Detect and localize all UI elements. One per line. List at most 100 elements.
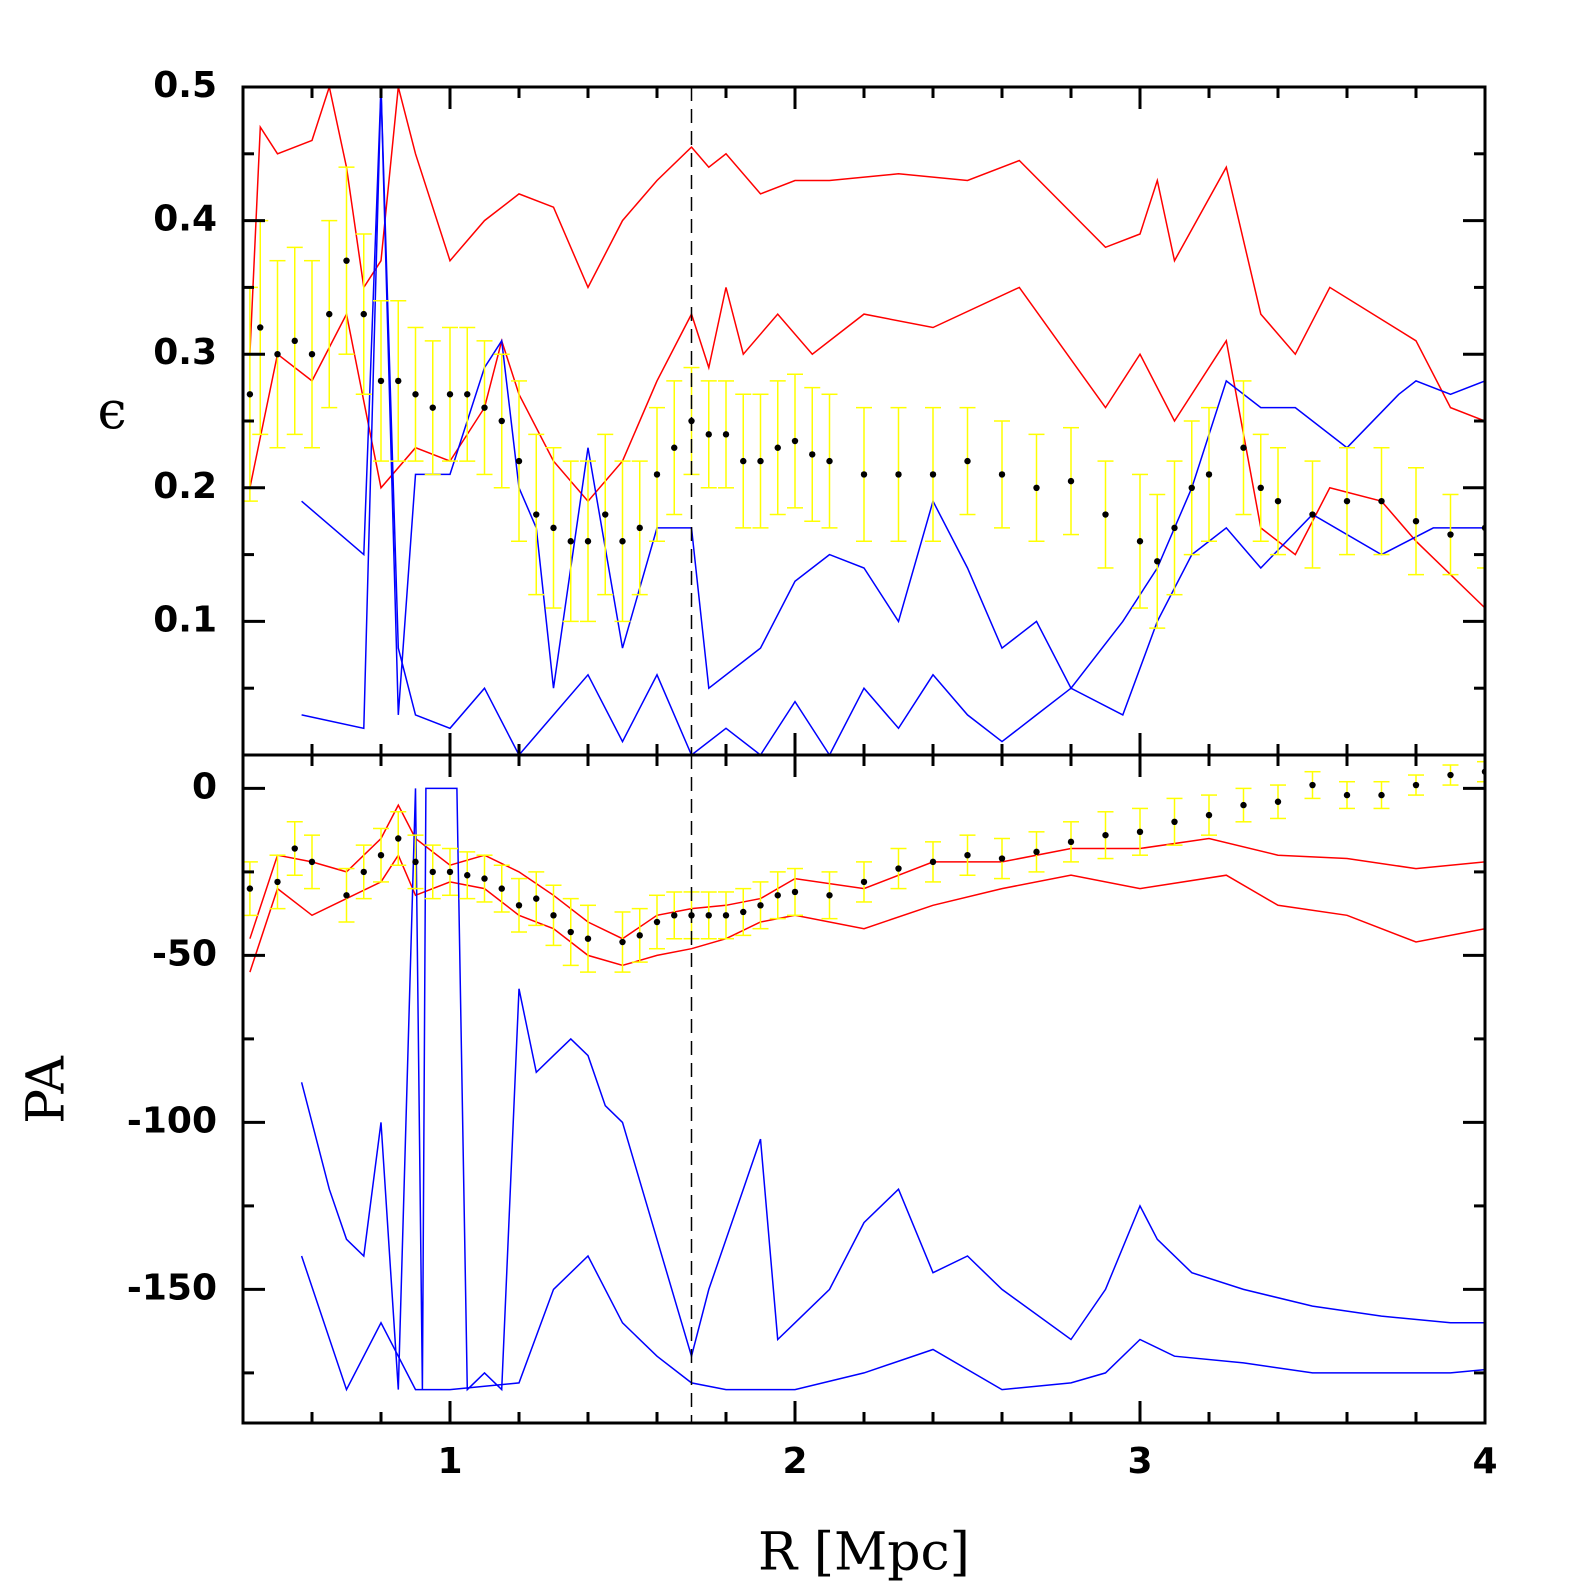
data-point: [412, 391, 419, 398]
data-point: [740, 457, 747, 465]
data-point: [671, 444, 678, 451]
data-point: [308, 858, 316, 866]
data-point: [757, 457, 764, 465]
data-point: [757, 902, 764, 909]
data-point: [246, 885, 254, 892]
profile-line: [301, 87, 1485, 755]
data-point: [1240, 444, 1247, 451]
y-tick-label: 0.1: [153, 599, 217, 640]
data-point: [998, 855, 1006, 862]
profile-line: [301, 87, 1485, 715]
data-point: [246, 391, 254, 398]
data-point: [1033, 848, 1040, 856]
y-tick-label: -150: [127, 1267, 217, 1308]
data-point: [481, 404, 488, 411]
data-point: [446, 868, 454, 876]
data-point: [860, 471, 868, 478]
data-point: [1171, 524, 1178, 532]
data-point: [446, 391, 454, 398]
data-point: [343, 257, 350, 264]
data-point: [1102, 831, 1109, 839]
data-point: [343, 892, 350, 899]
data-point: [533, 511, 540, 518]
data-point: [671, 912, 678, 919]
data-point: [1378, 791, 1385, 799]
data-point: [1257, 484, 1264, 491]
data-point: [1067, 838, 1075, 846]
data-point: [291, 845, 298, 852]
data-point: [895, 865, 902, 872]
plot-area: [243, 87, 1485, 755]
data-point: [1154, 558, 1161, 565]
data-point: [722, 912, 730, 919]
data-point: [619, 538, 626, 545]
data-point: [964, 852, 971, 859]
data-point: [1412, 518, 1420, 525]
data-point: [1309, 511, 1316, 518]
data-point: [636, 932, 643, 939]
data-point: [429, 868, 436, 876]
y-axis-label: PA: [17, 1055, 77, 1124]
plot-area: [243, 760, 1485, 1392]
data-point: [826, 892, 833, 899]
data-point: [1309, 781, 1316, 789]
data-point: [291, 337, 298, 345]
data-point: [567, 928, 574, 936]
data-point: [602, 511, 609, 518]
profile-line: [249, 853, 1485, 973]
y-tick-label: 0.5: [153, 65, 217, 106]
y-tick-label: 0.3: [153, 332, 217, 373]
x-tick-label: 4: [1472, 1441, 1497, 1482]
data-point: [774, 444, 781, 451]
data-point: [1171, 818, 1178, 825]
data-point: [429, 404, 436, 411]
data-point: [1378, 497, 1385, 505]
data-point: [791, 888, 799, 896]
y-axis-label: ϵ: [97, 382, 126, 442]
data-point: [1067, 477, 1075, 485]
profile-line: [300, 1254, 1485, 1392]
data-point: [705, 912, 712, 919]
x-tick-label: 2: [782, 1441, 807, 1482]
data-point: [550, 524, 557, 532]
data-point: [1447, 531, 1454, 538]
data-point: [1343, 497, 1351, 505]
profile-line: [249, 87, 1485, 422]
data-point: [498, 417, 505, 425]
data-point: [498, 885, 505, 892]
data-point: [636, 524, 643, 532]
panel-frame: [241, 753, 1487, 1425]
data-point: [1274, 798, 1282, 805]
data-point: [1136, 828, 1144, 836]
data-point: [791, 437, 799, 445]
data-point: [257, 324, 264, 331]
data-point: [774, 892, 781, 899]
data-point: [360, 310, 367, 318]
x-axis-label: R [Mpc]: [758, 1523, 970, 1583]
data-point: [550, 912, 557, 919]
data-point: [722, 431, 730, 438]
data-point: [1343, 791, 1351, 799]
data-point: [1033, 484, 1040, 491]
data-point: [481, 875, 488, 882]
data-point: [1447, 771, 1454, 779]
data-point: [860, 878, 868, 886]
error-bar: [1477, 760, 1485, 783]
data-point: [464, 872, 471, 879]
data-point: [395, 835, 402, 842]
data-point: [1205, 471, 1213, 478]
data-point: [464, 391, 471, 398]
data-point: [740, 908, 747, 916]
data-point: [567, 538, 574, 545]
data-point: [360, 868, 367, 876]
data-point: [809, 451, 816, 458]
data-point: [929, 471, 937, 478]
y-tick-label: 0.2: [153, 466, 217, 507]
data-point: [1205, 811, 1213, 819]
data-point: [308, 351, 316, 358]
x-tick-label: 1: [437, 1441, 462, 1482]
data-point: [653, 471, 661, 478]
profile-line: [249, 286, 1485, 609]
data-point: [412, 858, 419, 866]
